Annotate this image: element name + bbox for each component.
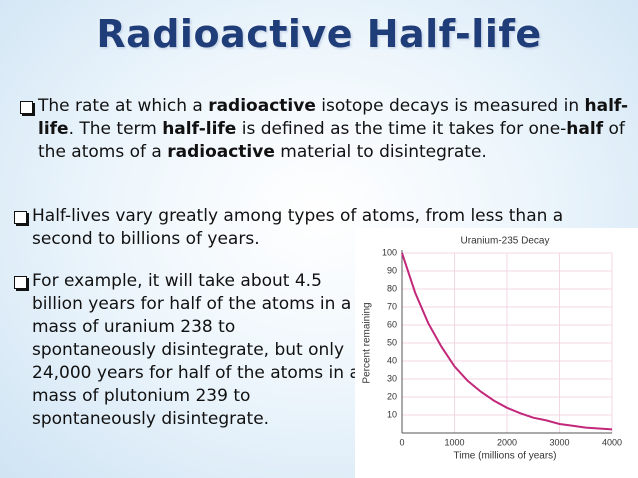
bullet-text: For example, it will take about 4.5 bill… (32, 271, 360, 429)
bullet: For example, it will take about 4.5 bill… (12, 270, 362, 431)
bullet-text: Half-lives vary greatly among types of a… (32, 206, 564, 249)
chart: Uranium-235 Decay Time (millions of year… (362, 236, 622, 462)
y-axis-label: Percent remaining (362, 302, 373, 383)
x-tick-label: 4000 (602, 437, 622, 447)
data-line (401, 252, 613, 431)
y-tick-label: 50 (387, 337, 397, 347)
bullet-text: radioactive (208, 96, 316, 116)
bullet-text: radioactive (167, 142, 275, 162)
x-tick-label: 2000 (497, 437, 517, 447)
bullet-text: is defined as the time it takes for one- (236, 119, 567, 139)
y-tick-label: 20 (387, 391, 397, 401)
y-tick-label: 40 (387, 355, 397, 365)
y-tick-label: 30 (387, 373, 397, 383)
y-tick-label: 60 (387, 319, 397, 329)
y-tick-label: 80 (387, 283, 397, 293)
x-axis-label: Time (millions of years) (454, 451, 557, 462)
y-tick-label: 100 (382, 247, 397, 257)
y-tick-label: 90 (387, 265, 397, 275)
bullet-text: half-life (162, 119, 237, 139)
bullet-text: . The term (68, 119, 163, 139)
bullet: Half-lives vary greatly among types of a… (12, 205, 607, 251)
bullet-marker (14, 211, 27, 224)
y-tick-label: 70 (387, 301, 397, 311)
bullet-marker (14, 276, 27, 289)
bullet-text: of the atoms of a (38, 119, 625, 162)
bullet-text: isotope decays is measured in (315, 96, 585, 116)
chart-panel: Uranium-235 Decay Time (millions of year… (355, 228, 638, 478)
bullet-text: half-life (38, 96, 629, 139)
bullet-text: The rate at which a (38, 96, 209, 116)
y-tick-label: 10 (387, 409, 397, 419)
bullet-text: half (566, 119, 604, 139)
x-tick-label: 3000 (549, 437, 569, 447)
bullet-text: material to disintegrate. (274, 142, 487, 162)
bullet-marker (20, 101, 33, 114)
x-tick-label: 1000 (444, 437, 464, 447)
x-tick-label: 0 (399, 437, 404, 447)
bullet: The rate at which a radioactive isotope … (18, 95, 638, 164)
slide-title: Radioactive Half-life (96, 12, 542, 56)
chart-title: Uranium-235 Decay (461, 236, 550, 247)
